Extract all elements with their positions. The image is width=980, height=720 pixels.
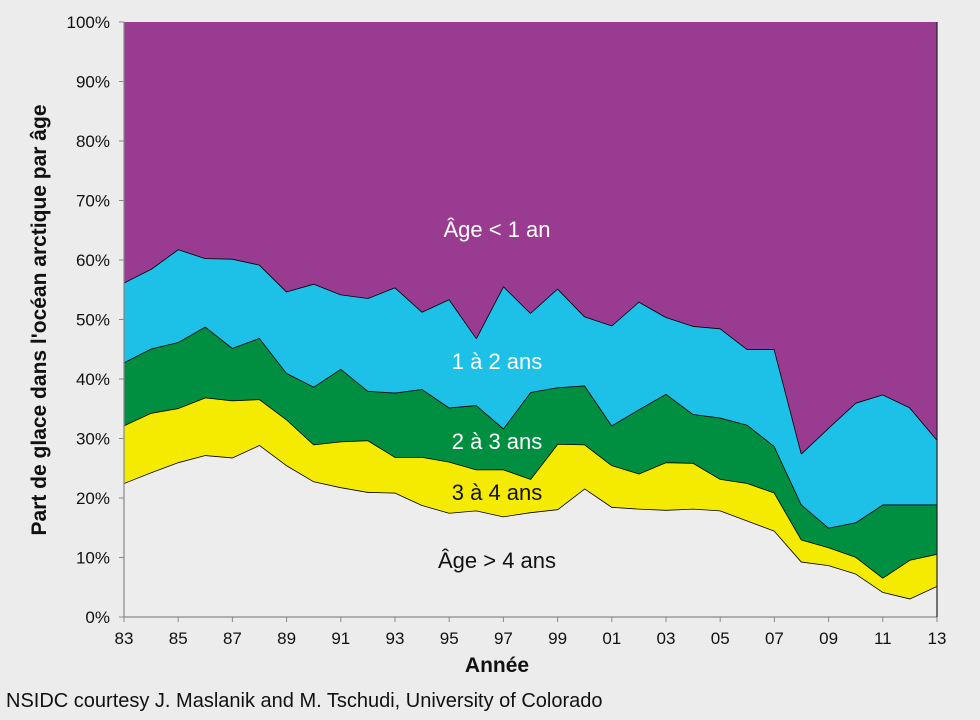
x-tick-label: 91 (331, 629, 350, 648)
x-tick-label: 01 (602, 629, 621, 648)
x-tick-label: 03 (657, 629, 676, 648)
y-tick-label: 60% (76, 251, 110, 270)
area-2-3-ans (124, 326, 937, 578)
area--ge-4-ans (124, 445, 937, 617)
series-label-over-4: Âge > 4 ans (437, 548, 557, 573)
source-credit: NSIDC courtesy J. Maslanik and M. Tschud… (6, 690, 603, 712)
area--ge-1-an (124, 22, 937, 454)
x-tick-label: 93 (386, 629, 405, 648)
x-tick-label: 99 (548, 629, 567, 648)
series-label-2-3: 2 à 3 ans (451, 429, 543, 454)
area-3-4-ans (124, 397, 937, 599)
x-axis-title: Année (464, 654, 530, 677)
area-1-2-ans (124, 249, 937, 528)
series-label-3-4: 3 à 4 ans (451, 480, 543, 505)
y-axis-title: Part de glace dans l'océan arctique par … (28, 104, 51, 536)
series-label-1-2: 1 à 2 ans (451, 349, 543, 374)
y-tick-label: 50% (76, 311, 110, 330)
y-tick-label: 40% (76, 370, 110, 389)
x-tick-label: 87 (223, 629, 242, 648)
y-tick-label: 10% (76, 549, 110, 568)
x-tick-label: 97 (494, 629, 513, 648)
x-tick-label: 95 (440, 629, 459, 648)
y-tick-label: 90% (76, 73, 110, 92)
y-tick-label: 80% (76, 132, 110, 151)
series-label-under-1: Âge < 1 an (443, 217, 551, 242)
y-tick-label: 70% (76, 192, 110, 211)
y-tick-label: 100% (67, 13, 110, 32)
y-tick-label: 30% (76, 430, 110, 449)
x-tick-label: 89 (277, 629, 296, 648)
y-tick-label: 0% (85, 608, 110, 627)
x-tick-label: 11 (874, 629, 892, 648)
x-tick-label: 09 (819, 629, 838, 648)
y-tick-label: 20% (76, 489, 110, 508)
x-tick-label: 07 (765, 629, 784, 648)
x-tick-label: 85 (169, 629, 188, 648)
x-tick-label: 13 (928, 629, 947, 648)
x-tick-label: 05 (711, 629, 730, 648)
x-tick-label: 83 (115, 629, 134, 648)
